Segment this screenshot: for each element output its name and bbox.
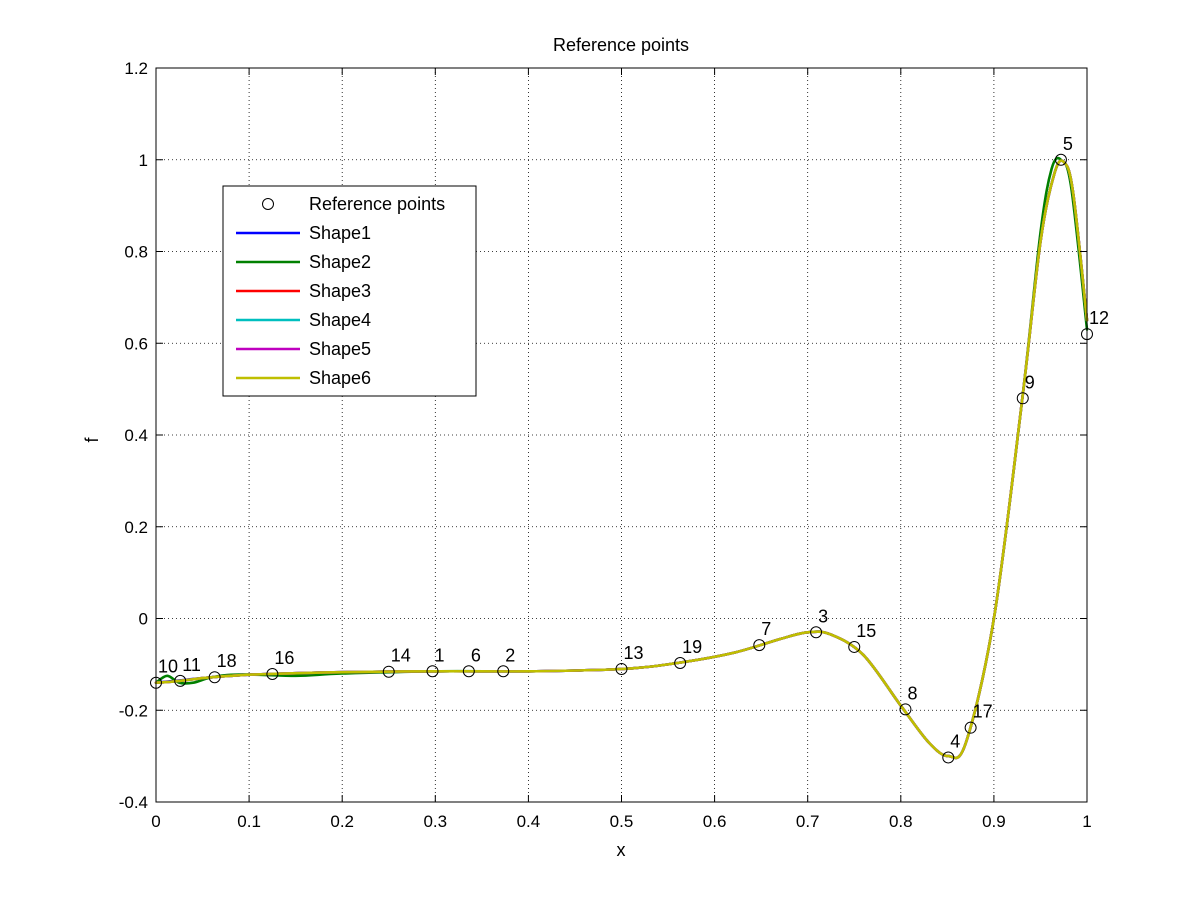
legend-entry-label: Shape6 xyxy=(309,368,371,388)
series-layer xyxy=(154,156,1089,760)
chart-title: Reference points xyxy=(553,35,689,55)
y-tick-label: 0 xyxy=(139,610,148,629)
reference-point-marker xyxy=(810,626,823,639)
reference-point-label: 19 xyxy=(682,637,702,657)
reference-point-marker xyxy=(1016,392,1029,405)
y-tick-label: 0.6 xyxy=(124,334,148,353)
reference-point-marker xyxy=(174,674,187,687)
reference-point-label: 3 xyxy=(818,606,828,626)
reference-point-marker xyxy=(753,639,766,652)
reference-point-marker xyxy=(1054,153,1067,166)
y-tick-label: 0.4 xyxy=(124,426,148,445)
reference-point-marker xyxy=(899,703,912,716)
x-tick-label: 1 xyxy=(1082,812,1091,831)
x-tick-label: 0 xyxy=(151,812,160,831)
reference-point-label: 4 xyxy=(950,732,960,752)
reference-point-label: 11 xyxy=(182,655,201,675)
reference-point-marker xyxy=(382,665,395,678)
reference-point-label: 13 xyxy=(624,643,644,663)
reference-point-marker xyxy=(942,751,955,764)
x-tick-label: 0.6 xyxy=(703,812,727,831)
reference-point-label: 5 xyxy=(1063,134,1073,154)
reference-point-label: 6 xyxy=(471,645,481,665)
reference-point-label: 17 xyxy=(973,702,993,722)
legend-entry-label: Shape2 xyxy=(309,252,371,272)
x-tick-label: 0.8 xyxy=(889,812,913,831)
reference-point-label: 16 xyxy=(274,648,294,668)
reference-point-label: 2 xyxy=(505,645,515,665)
x-tick-label: 0.2 xyxy=(330,812,354,831)
y-tick-label: -0.2 xyxy=(119,701,148,720)
reference-point-label: 8 xyxy=(907,683,917,703)
reference-point-marker xyxy=(426,665,439,678)
reference-point-marker xyxy=(674,656,687,669)
legend-entry-label: Shape4 xyxy=(309,310,371,330)
reference-point-label: 14 xyxy=(391,646,411,666)
reference-point-marker xyxy=(497,665,510,678)
reference-point-marker xyxy=(208,671,221,684)
x-tick-label: 0.5 xyxy=(610,812,634,831)
y-tick-label: 1 xyxy=(139,151,148,170)
reference-point-label: 15 xyxy=(856,621,876,641)
legend-entry-label: Shape3 xyxy=(309,281,371,301)
y-tick-label: 0.2 xyxy=(124,518,148,537)
reference-point-marker xyxy=(266,668,279,681)
reference-point-marker xyxy=(848,640,861,653)
legend-entry-label: Shape1 xyxy=(309,223,371,243)
x-tick-label: 0.7 xyxy=(796,812,820,831)
reference-point-marker xyxy=(462,665,475,678)
x-axis-label: x xyxy=(617,840,626,860)
x-tick-label: 0.4 xyxy=(517,812,541,831)
legend-entry-label: Reference points xyxy=(309,194,445,214)
legend-entry-label: Shape5 xyxy=(309,339,371,359)
series-line-shape6 xyxy=(154,159,1089,760)
legend: Reference points Shape1 Shape2 Shape3 Shape4… xyxy=(222,185,477,397)
legend-marker-reference-points xyxy=(262,198,274,210)
y-axis-label: f xyxy=(82,437,102,443)
x-tick-label: 0.1 xyxy=(237,812,261,831)
reference-point-marker xyxy=(964,721,977,734)
plot-area xyxy=(156,68,1087,802)
y-tick-label: 1.2 xyxy=(124,59,148,78)
reference-point-marker xyxy=(615,662,628,675)
reference-point-label: 1 xyxy=(435,645,445,665)
y-tick-label: -0.4 xyxy=(119,793,148,812)
y-tick-label: 0.8 xyxy=(124,243,148,262)
reference-point-label: 9 xyxy=(1025,372,1035,392)
reference-point-label: 18 xyxy=(217,651,237,671)
reference-point-label: 10 xyxy=(158,657,178,677)
x-tick-label: 0.3 xyxy=(423,812,447,831)
x-tick-label: 0.9 xyxy=(982,812,1006,831)
reference-point-label: 7 xyxy=(761,619,771,639)
axis-ticks: 0 0.1 0.2 0.3 0.4 0.5 0.6 0.7 0.8 0.9 1 -0.4 -0.2 0 0.… xyxy=(119,59,1092,831)
reference-point-label: 12 xyxy=(1089,308,1109,328)
